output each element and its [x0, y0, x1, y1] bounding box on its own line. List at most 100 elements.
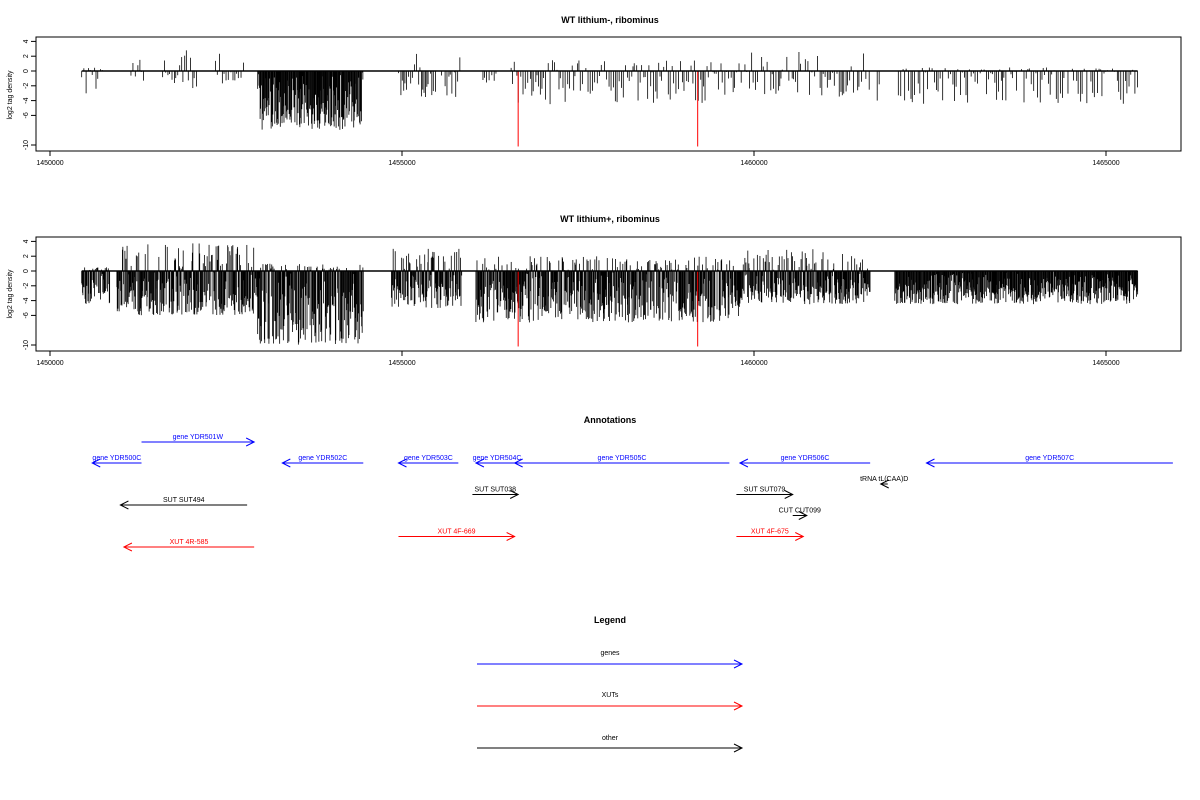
feature-arrowhead — [245, 437, 256, 447]
feature-arrows: gene YDR500C gene YDR501W gene YDR502C gene… — [91, 434, 1173, 552]
feature-label: gene YDR503C — [404, 455, 453, 462]
y-axis: 4 2 0 -2 -4 -6 -10 — [23, 239, 37, 350]
y-tick-label: -6 — [23, 312, 30, 318]
feature-label: gene YDR505C — [598, 455, 647, 462]
feature-arrowhead — [798, 511, 808, 520]
track-title: WT lithium+, ribominus — [560, 214, 660, 224]
feature-arrowhead — [91, 458, 101, 468]
feature-arrowhead — [738, 458, 749, 468]
feature-label: tRNA tL(CAA)D — [860, 476, 908, 483]
feature-label: SUT SUT494 — [163, 497, 205, 504]
x-axis: 1450000 1455000 1460000 1465000 — [36, 350, 1120, 367]
feature-sut-sut494: SUT SUT494 — [119, 497, 248, 510]
feature-arrowhead — [513, 458, 523, 468]
feature-arrowhead — [397, 458, 407, 468]
feature-gene-ydr507c: gene YDR507C — [925, 455, 1173, 468]
legend-arrowhead — [733, 659, 744, 669]
red-markers — [517, 71, 699, 147]
y-tick-label: -6 — [23, 112, 30, 118]
feature-gene-ydr506c: gene YDR506C — [738, 455, 871, 468]
legend-entry-genes: genes — [477, 650, 744, 669]
feature-arrowhead — [122, 542, 133, 552]
y-tick-label: 4 — [23, 39, 30, 43]
feature-arrowhead — [281, 458, 291, 468]
feature-label: XUT 4F-675 — [751, 529, 789, 536]
red-markers — [517, 271, 699, 347]
x-tick-label: 1460000 — [740, 360, 767, 367]
feature-cut-cut099: CUT CUT099 — [779, 508, 821, 520]
feature-arrowhead — [506, 532, 516, 541]
legend: Legend genes XUTs other — [477, 615, 744, 753]
feature-label: CUT CUT099 — [779, 508, 821, 515]
y-tick-label: -4 — [23, 297, 30, 303]
y-tick-label: -4 — [23, 97, 30, 103]
feature-arrowhead — [795, 532, 805, 541]
feature-gene-ydr500c: gene YDR500C — [91, 455, 142, 468]
track-title: WT lithium-, ribominus — [561, 15, 659, 25]
feature-xut-4r-585: XUT 4R-585 — [122, 539, 255, 552]
x-tick-label: 1455000 — [388, 360, 415, 367]
x-tick-label: 1465000 — [1092, 160, 1119, 167]
y-tick-label: -10 — [23, 340, 30, 350]
feature-label: gene YDR502C — [298, 455, 347, 462]
feature-gene-ydr503c: gene YDR503C — [397, 455, 459, 468]
legend-label: XUTs — [602, 692, 619, 699]
y-tick-label: 0 — [23, 69, 30, 73]
feature-arrowhead — [879, 479, 889, 489]
y-tick-label: -2 — [23, 283, 30, 289]
y-axis-label: log2 tag density — [7, 269, 14, 319]
feature-label: XUT 4F-669 — [438, 529, 476, 536]
y-tick-label: 2 — [23, 54, 30, 58]
feature-label: gene YDR504C — [473, 455, 522, 462]
y-tick-label: -2 — [23, 83, 30, 89]
plot-frame — [35, 36, 1182, 152]
x-tick-label: 1455000 — [388, 160, 415, 167]
legend-entry-xuts: XUTs — [477, 692, 744, 711]
data-bars — [81, 50, 1138, 130]
feature-label: gene YDR501W — [173, 434, 224, 441]
legend-title: Legend — [594, 615, 626, 625]
x-tick-label: 1465000 — [1092, 360, 1119, 367]
legend-label: genes — [600, 650, 620, 657]
y-axis: 4 2 0 -2 -4 -6 -10 — [23, 39, 37, 150]
feature-xut-4f-669: XUT 4F-669 — [398, 529, 516, 541]
feature-arrowhead — [925, 458, 935, 468]
feature-label: gene YDR507C — [1025, 455, 1074, 462]
feature-gene-ydr502c: gene YDR502C — [281, 455, 364, 468]
feature-label: gene YDR506C — [781, 455, 830, 462]
y-tick-label: 2 — [23, 254, 30, 258]
feature-trna-tl-caa-d: tRNA tL(CAA)D — [860, 476, 908, 489]
legend-entry-other: other — [477, 735, 744, 753]
x-tick-label: 1450000 — [36, 360, 63, 367]
feature-gene-ydr504c: gene YDR504C — [473, 455, 522, 468]
x-tick-label: 1450000 — [36, 160, 63, 167]
feature-xut-4f-675: XUT 4F-675 — [736, 529, 805, 541]
y-tick-label: -10 — [23, 140, 30, 150]
feature-label: SUT SUT079 — [744, 487, 786, 494]
feature-arrowhead — [509, 490, 520, 499]
y-axis-label: log2 tag density — [7, 70, 14, 120]
feature-sut-sut079: SUT SUT079 — [736, 487, 794, 499]
data-bars — [81, 243, 1139, 345]
feature-gene-ydr505c: gene YDR505C — [513, 455, 730, 468]
y-tick-label: 4 — [23, 239, 30, 243]
legend-label: other — [602, 735, 619, 742]
feature-label: gene YDR500C — [92, 455, 141, 462]
feature-label: SUT SUT038 — [475, 487, 517, 494]
y-tick-label: 0 — [23, 269, 30, 273]
x-axis: 1450000 1455000 1460000 1465000 — [36, 150, 1120, 167]
feature-arrowhead — [784, 490, 794, 499]
legend-arrowhead — [733, 701, 744, 711]
feature-sut-sut038: SUT SUT038 — [472, 487, 520, 499]
annotations-title: Annotations — [584, 415, 637, 425]
feature-gene-ydr501w: gene YDR501W — [141, 434, 256, 447]
feature-label: XUT 4R-585 — [170, 539, 209, 546]
feature-arrowhead — [474, 458, 485, 468]
track-panel-lithium-plus: WT lithium+, ribominus log2 tag density … — [7, 214, 1182, 367]
feature-arrowhead — [119, 500, 129, 510]
legend-arrowhead — [733, 743, 744, 753]
track-panel-lithium-minus: WT lithium-, ribominus log2 tag density … — [7, 15, 1182, 167]
x-tick-label: 1460000 — [740, 160, 767, 167]
